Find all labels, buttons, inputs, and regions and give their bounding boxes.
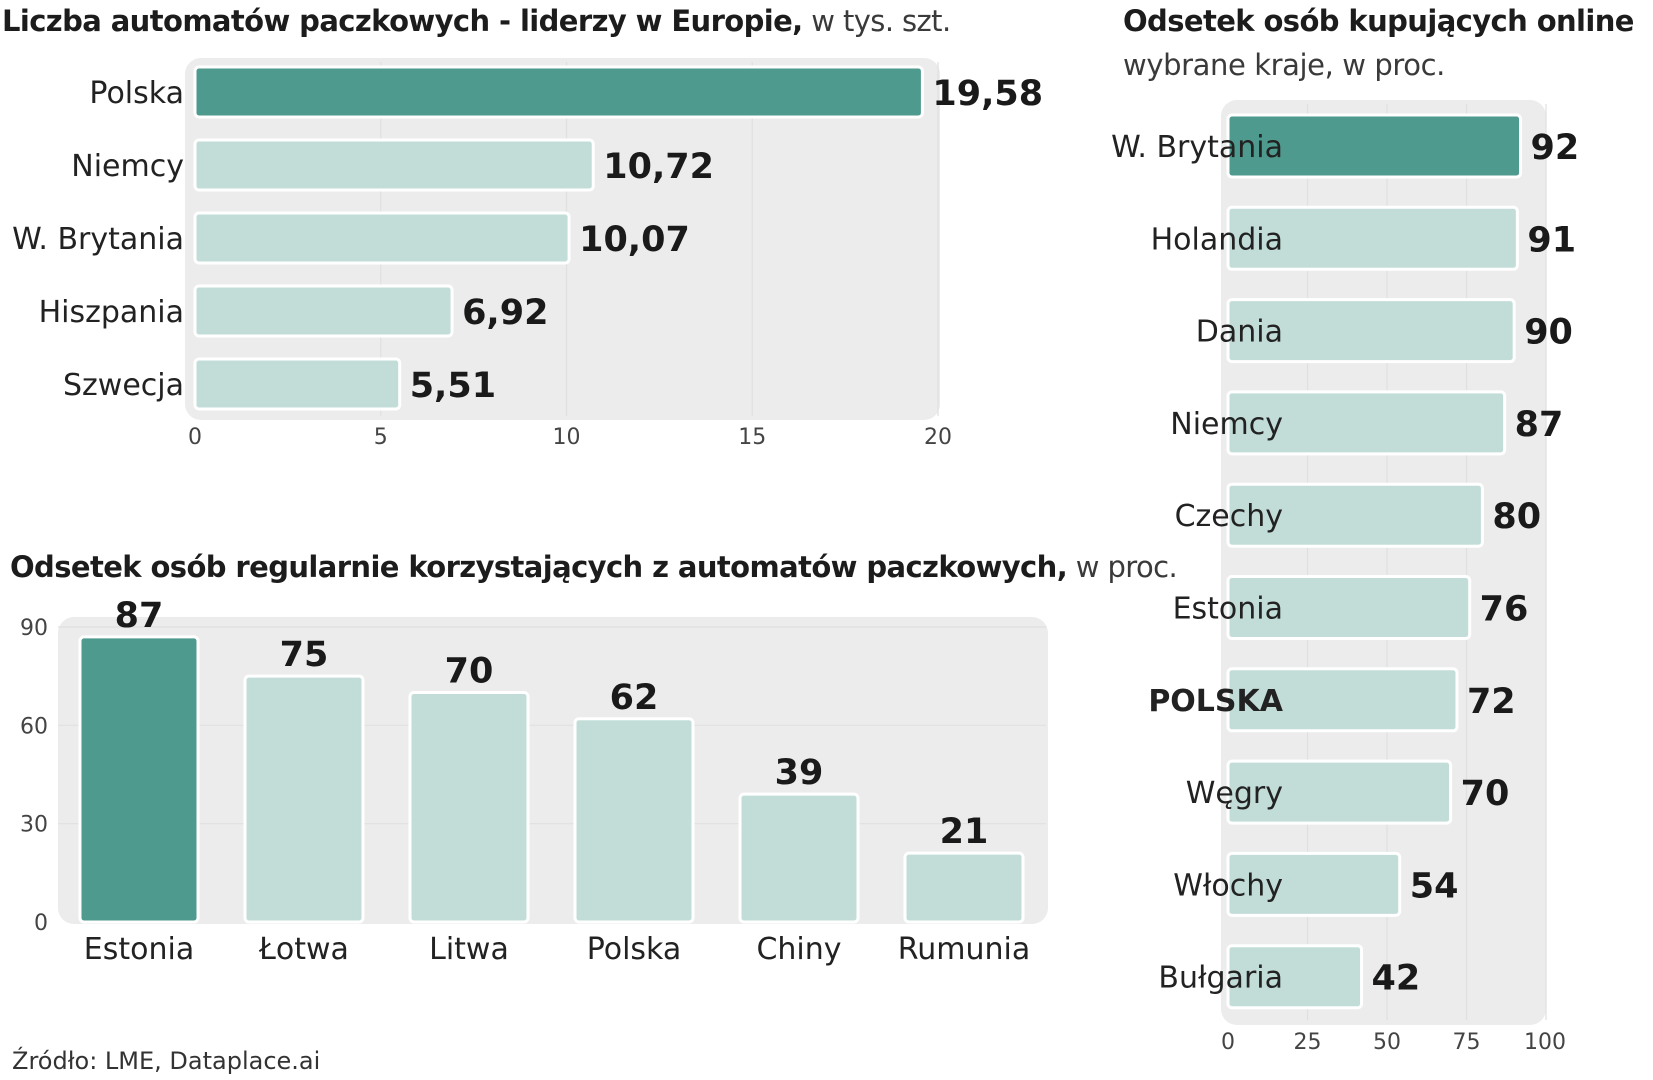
chart1-bar [193, 138, 595, 192]
chart1-category-label: W. Brytania [12, 222, 184, 257]
chart1-category-label: Niemcy [71, 149, 184, 184]
chart3-value-label: 92 [1531, 128, 1580, 168]
chart2-category-label: Łotwa [258, 932, 349, 967]
chart3-bar [1226, 667, 1459, 733]
chart3-x-tick: 100 [1524, 1030, 1566, 1055]
chart3-bar [1226, 944, 1364, 1010]
chart2-category-label: Rumunia [898, 932, 1030, 967]
chart1-bar [193, 357, 402, 411]
chart3-x-tick: 50 [1373, 1030, 1401, 1055]
chart3-category-label: Estonia [1173, 592, 1283, 627]
chart3-value-label: 42 [1372, 959, 1421, 999]
chart3-bar [1226, 482, 1484, 548]
chart3-bar [1226, 575, 1472, 640]
chart2-bar [408, 691, 530, 924]
chart3-category-label: Dania [1196, 315, 1283, 350]
chart1-title-text: Liczba automatów paczkowych - liderzy w … [2, 4, 803, 38]
chart1-title: Liczba automatów paczkowych - liderzy w … [2, 4, 951, 38]
chart2-y-tick: 60 [20, 714, 48, 739]
chart2-bar [738, 792, 860, 924]
chart3-category-label: Niemcy [1170, 407, 1283, 442]
source-note: Źródło: LME, Dataplace.ai [12, 1047, 321, 1075]
chart3-value-label: 54 [1410, 866, 1459, 906]
chart3-subtitle: wybrane kraje, w proc. [1123, 48, 1445, 82]
chart1-title-unit: w tys. szt. [811, 4, 951, 38]
chart3-category-label: W. Brytania [1111, 130, 1283, 165]
chart3-value-label: 76 [1480, 590, 1529, 630]
chart2-title: Odsetek osób regularnie korzystających z… [10, 550, 1178, 584]
chart1-category-label: Szwecja [63, 368, 184, 403]
chart3-category-label: Włochy [1173, 868, 1283, 903]
chart3-category-label: POLSKA [1148, 684, 1283, 719]
chart2-value-label: 21 [940, 812, 989, 852]
chart2-value-label: 75 [280, 635, 329, 675]
chart2-title-text: Odsetek osób regularnie korzystających z… [10, 550, 1068, 584]
chart2-value-label: 62 [610, 678, 659, 718]
chart2-value-label: 70 [445, 652, 494, 692]
chart3-bar [1226, 205, 1519, 271]
chart3-bar [1226, 851, 1402, 917]
chart1-bar [193, 65, 924, 119]
chart3-x-tick: 75 [1453, 1030, 1481, 1055]
chart2-y-tick: 90 [20, 616, 48, 641]
chart1-x-tick: 5 [374, 425, 388, 450]
chart3-category-label: Bułgaria [1158, 961, 1283, 996]
chart1-value-label: 6,92 [462, 293, 548, 333]
chart2-title-unit: w proc. [1075, 550, 1178, 584]
chart1-value-label: 5,51 [410, 366, 496, 406]
chart1-category-label: Hiszpania [39, 295, 184, 330]
chart2-bar [78, 635, 200, 924]
chart3-value-label: 87 [1515, 405, 1564, 445]
chart3-category-label: Węgry [1186, 776, 1283, 811]
chart3-value-label: 80 [1492, 497, 1541, 537]
chart3-value-label: 91 [1527, 220, 1576, 260]
chart3-title-text: Odsetek osób kupujących online [1123, 4, 1634, 38]
chart2-y-tick: 0 [34, 911, 48, 936]
chart2-plot-area [58, 617, 1048, 924]
chart3-x-tick: 25 [1294, 1030, 1322, 1055]
chart3-value-label: 70 [1461, 774, 1510, 814]
chart1-x-tick: 15 [738, 425, 766, 450]
chart2-category-label: Estonia [84, 932, 194, 967]
chart1-bar [193, 284, 454, 338]
chart3-category-label: Czechy [1175, 499, 1283, 534]
chart3-bar [1226, 390, 1507, 456]
chart2-category-label: Litwa [429, 932, 509, 967]
chart3-x-tick: 0 [1221, 1030, 1235, 1055]
chart1-x-tick: 0 [188, 425, 202, 450]
chart3-bar [1226, 113, 1523, 179]
chart3-bar [1226, 759, 1453, 825]
chart1-x-tick: 20 [924, 425, 952, 450]
chart1-x-tick: 10 [553, 425, 581, 450]
chart3-value-label: 90 [1524, 313, 1573, 353]
chart2-category-label: Chiny [756, 932, 841, 967]
chart2-category-label: Polska [587, 932, 682, 967]
chart2-bar [573, 717, 695, 924]
chart1-value-label: 19,58 [932, 74, 1043, 114]
chart2-bar [903, 851, 1025, 924]
chart2-value-label: 87 [115, 596, 164, 636]
chart1-value-label: 10,72 [603, 147, 714, 187]
chart2-bar [243, 674, 365, 924]
chart3-bar [1226, 298, 1516, 364]
chart3-value-label: 72 [1467, 682, 1516, 722]
chart1-category-label: Polska [89, 76, 184, 111]
chart3-title: Odsetek osób kupujących online [1123, 4, 1634, 38]
chart2-value-label: 39 [775, 753, 824, 793]
chart1-value-label: 10,07 [579, 220, 690, 260]
chart1-bar [193, 211, 571, 265]
chart3-category-label: Holandia [1151, 222, 1283, 257]
chart2-y-tick: 30 [20, 813, 48, 838]
